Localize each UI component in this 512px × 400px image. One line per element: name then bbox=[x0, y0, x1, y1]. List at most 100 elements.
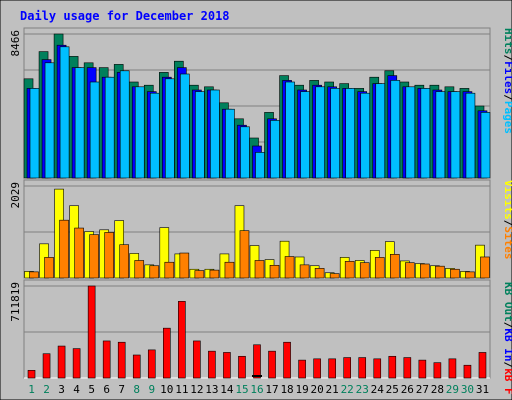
bar-kbytes-day-27 bbox=[418, 359, 427, 379]
legend-part: Sites bbox=[502, 226, 512, 259]
y-max-labels: 8466 2029 711819 bbox=[9, 30, 22, 322]
bar-sites-day-6 bbox=[104, 232, 114, 279]
bar-sites-day-19 bbox=[299, 264, 310, 279]
legend-part: / bbox=[502, 94, 512, 101]
x-tick-day-28: 28 bbox=[431, 383, 444, 396]
bar-sites-day-25 bbox=[389, 254, 400, 279]
bar-sites-day-22 bbox=[344, 261, 355, 279]
x-tick-day-17: 17 bbox=[265, 383, 278, 396]
bar-kbytes-day-17 bbox=[268, 350, 276, 379]
x-tick-day-7: 7 bbox=[118, 383, 125, 396]
bar-pages-day-8 bbox=[134, 86, 145, 179]
bar-sites-day-4 bbox=[74, 227, 84, 279]
bar-pages-day-23 bbox=[360, 92, 371, 179]
x-tick-day-2: 2 bbox=[43, 383, 50, 396]
x-tick-day-24: 24 bbox=[371, 383, 385, 396]
x-tick-day-15: 15 bbox=[235, 383, 248, 396]
bar-sites-day-9 bbox=[149, 265, 160, 279]
bar-kbytes-day-31 bbox=[478, 352, 487, 379]
bar-kbytes-day-4 bbox=[72, 348, 81, 379]
bar-pages-day-6 bbox=[104, 76, 115, 179]
bar-kbytes-day-22 bbox=[343, 357, 351, 379]
bar-sites-day-1 bbox=[29, 271, 39, 279]
bar-kbytes-day-16 bbox=[253, 344, 261, 379]
x-tick-day-4: 4 bbox=[73, 383, 80, 396]
legend-part: / bbox=[502, 220, 512, 227]
x-tick-day-14: 14 bbox=[220, 383, 234, 396]
bar-sites-day-27 bbox=[420, 263, 430, 279]
x-tick-day-27: 27 bbox=[416, 383, 429, 396]
legend-part: Files bbox=[502, 61, 512, 94]
bar-sites-day-24 bbox=[374, 257, 385, 279]
x-tick-day-12: 12 bbox=[190, 383, 203, 396]
x-tick-day-18: 18 bbox=[280, 383, 293, 396]
bar-sites-day-18 bbox=[284, 256, 295, 279]
bar-kbytes-day-3 bbox=[57, 345, 66, 379]
x-tick-day-9: 9 bbox=[148, 383, 155, 396]
bar-kbytes-day-23 bbox=[358, 357, 367, 379]
bar-sites-day-17 bbox=[269, 264, 280, 279]
bar-sites-day-11 bbox=[179, 252, 190, 279]
panel-kbytes bbox=[23, 279, 491, 379]
x-tick-day-29: 29 bbox=[446, 383, 459, 396]
bar-sites-day-12 bbox=[194, 270, 205, 279]
x-tick-labels: 1 2 3 4 5 6 7 8 9 10 11 12 13 14 15 16 17 18 19 20 21 22 23 24 2… bbox=[28, 375, 489, 396]
bar-sites-day-20 bbox=[314, 268, 325, 279]
bar-kbytes-day-15 bbox=[238, 355, 246, 379]
bar-sites-day-29 bbox=[450, 268, 460, 279]
x-tick-day-20: 20 bbox=[311, 383, 324, 396]
bar-pages-day-17 bbox=[270, 120, 280, 179]
x-tick-day-26: 26 bbox=[401, 383, 414, 396]
chart-title: Daily usage for December 2018 bbox=[20, 9, 230, 23]
legend-label-panel3: KB Out/KB In/kB F bbox=[502, 282, 512, 395]
bar-sites-day-16 bbox=[254, 260, 265, 279]
bar-pages-day-25 bbox=[390, 80, 401, 179]
bar-sites-day-8 bbox=[134, 260, 145, 279]
panel-hits bbox=[23, 27, 491, 179]
x-tick-day-8: 8 bbox=[133, 383, 140, 396]
bar-sites-day-5 bbox=[89, 234, 99, 279]
bar-kbytes-day-19 bbox=[298, 359, 306, 379]
bar-kbytes-day-12 bbox=[193, 340, 201, 379]
bar-kbytes-day-28 bbox=[433, 362, 442, 379]
legend-part: Visits bbox=[502, 180, 512, 220]
x-tick-day-11: 11 bbox=[175, 383, 188, 396]
bar-sites-day-23 bbox=[359, 262, 370, 279]
x-tick-day-23: 23 bbox=[356, 383, 369, 396]
bar-sites-day-30 bbox=[465, 271, 475, 279]
legend-part: Hits bbox=[502, 28, 512, 55]
bar-sites-day-3 bbox=[59, 219, 69, 279]
bar-pages-day-11 bbox=[180, 73, 190, 179]
bar-kbytes-day-11 bbox=[178, 301, 186, 379]
legend-part: / bbox=[502, 322, 512, 329]
x-tick-day-30: 30 bbox=[461, 383, 474, 396]
bar-pages-day-24 bbox=[375, 83, 386, 179]
bar-pages-day-29 bbox=[450, 91, 461, 179]
bar-pages-day-7 bbox=[119, 70, 130, 179]
bar-kbytes-day-29 bbox=[448, 358, 457, 379]
x-tick-day-10: 10 bbox=[160, 383, 173, 396]
bar-kbytes-day-20 bbox=[313, 358, 321, 379]
bar-kbytes-day-9 bbox=[147, 349, 156, 379]
bar-pages-day-3 bbox=[59, 46, 70, 179]
bar-pages-day-20 bbox=[315, 86, 325, 179]
bar-pages-day-4 bbox=[74, 67, 85, 179]
bar-kbytes-day-5 bbox=[87, 285, 96, 379]
bar-sites-day-14 bbox=[224, 261, 235, 279]
bar-kbytes-day-25 bbox=[388, 355, 397, 379]
bar-kbytes-day-8 bbox=[132, 354, 141, 379]
x-tick-day-22: 22 bbox=[341, 383, 354, 396]
bar-pages-day-19 bbox=[300, 91, 310, 179]
legend-part: / bbox=[502, 55, 512, 62]
bar-kbytes-day-6 bbox=[102, 340, 111, 379]
legend-label-panel1: Hits/Files/Pages bbox=[502, 28, 512, 134]
x-tick-day-3: 3 bbox=[58, 383, 65, 396]
x-tick-day-31: 31 bbox=[476, 383, 489, 396]
legend-part: KB In bbox=[502, 328, 512, 361]
bar-kbytes-day-2 bbox=[42, 353, 51, 379]
bar-kbytes-day-18 bbox=[283, 341, 291, 379]
bar-pages-day-28 bbox=[435, 91, 446, 179]
panel-visits bbox=[23, 179, 491, 279]
bar-kbytes-day-24 bbox=[373, 358, 382, 379]
